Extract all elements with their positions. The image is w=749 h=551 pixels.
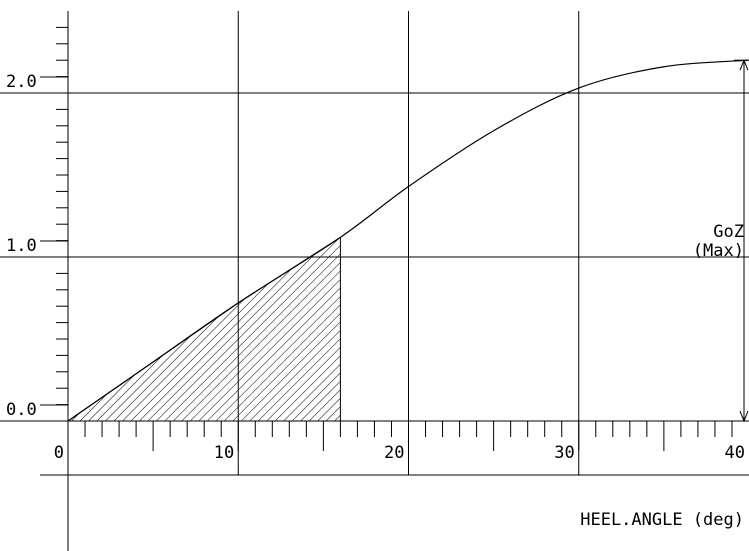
x-tick-label: 0 (54, 443, 64, 463)
x-tick-label: 30 (554, 443, 574, 463)
gz-curve (67, 59, 749, 422)
x-tick-label: 40 (725, 443, 745, 463)
y-tick-label: 2.0 (6, 72, 37, 92)
x-axis-label: HEEL.ANGLE (deg) (580, 510, 744, 530)
annotation: (Max) (693, 241, 744, 261)
x-tick-label: 10 (214, 443, 234, 463)
y-tick-label: 0.0 (6, 400, 37, 420)
annotation: GoZ (713, 222, 744, 242)
x-tick-label: 20 (384, 443, 404, 463)
shaded-area (66, 236, 341, 422)
y-tick-label: 1.0 (6, 236, 37, 256)
